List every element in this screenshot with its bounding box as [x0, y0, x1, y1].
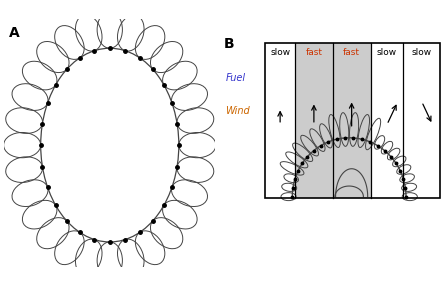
Text: fast: fast	[343, 48, 360, 57]
Text: fast: fast	[306, 48, 323, 57]
Bar	[295, 43, 333, 198]
Text: slow: slow	[412, 48, 432, 57]
Text: B: B	[224, 37, 234, 51]
Text: slow: slow	[270, 48, 290, 57]
Text: A: A	[9, 25, 19, 39]
Text: Fuel: Fuel	[225, 73, 246, 83]
Bar	[333, 43, 370, 198]
Text: Wind: Wind	[225, 106, 250, 116]
Bar	[265, 43, 440, 198]
Text: slow: slow	[377, 48, 397, 57]
